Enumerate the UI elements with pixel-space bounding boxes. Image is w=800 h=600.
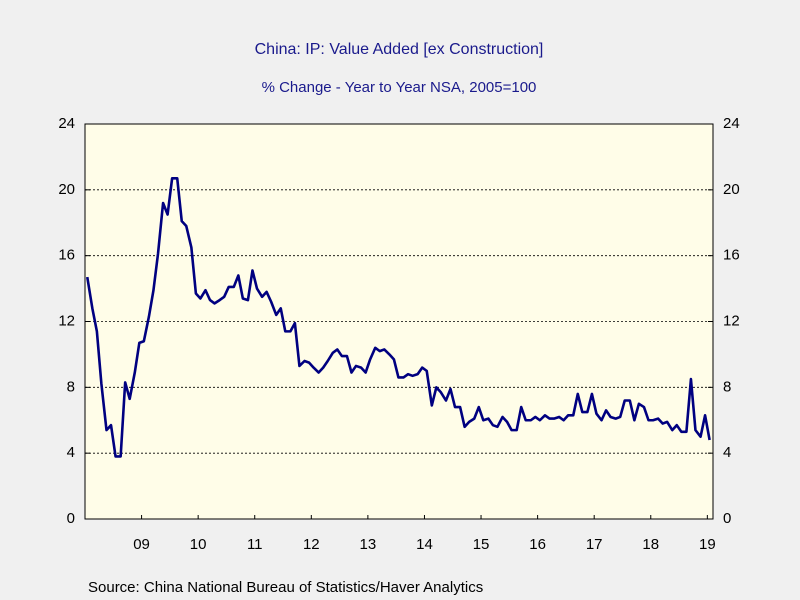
y2-tick-label: 20 — [723, 181, 740, 198]
x-tick-label: 15 — [473, 536, 490, 553]
x-tick-label: 17 — [586, 536, 603, 553]
x-tick-label: 10 — [190, 536, 207, 553]
y-tick-label: 4 — [67, 444, 75, 461]
line-series — [85, 177, 711, 458]
x-tick-label: 18 — [642, 536, 659, 553]
y-tick-label: 12 — [58, 312, 75, 329]
y-tick-label: 20 — [58, 181, 75, 198]
x-tick-label: 19 — [699, 536, 716, 553]
y2-tick-label: 8 — [723, 378, 731, 395]
x-tick-label: 09 — [133, 536, 150, 553]
x-tick-label: 13 — [360, 536, 377, 553]
y-tick-label: 24 — [58, 115, 75, 132]
y2-tick-label: 0 — [723, 510, 731, 527]
x-tick-label: 12 — [303, 536, 320, 553]
chart-subtitle: % Change - Year to Year NSA, 2005=100 — [262, 79, 537, 96]
x-tick-label: 11 — [247, 536, 263, 553]
y-tick-label: 8 — [67, 378, 75, 395]
source-note: Source: China National Bureau of Statist… — [88, 579, 483, 596]
y2-tick-label: 12 — [723, 312, 740, 329]
x-tick-label: 14 — [416, 536, 433, 553]
y2-tick-label: 16 — [723, 247, 740, 264]
y2-tick-label: 24 — [723, 115, 740, 132]
y-tick-label: 16 — [58, 247, 75, 264]
y-tick-label: 0 — [67, 510, 75, 527]
x-tick-label: 16 — [529, 536, 546, 553]
y2-tick-label: 4 — [723, 444, 731, 461]
chart-title: China: IP: Value Added [ex Construction] — [255, 41, 544, 58]
